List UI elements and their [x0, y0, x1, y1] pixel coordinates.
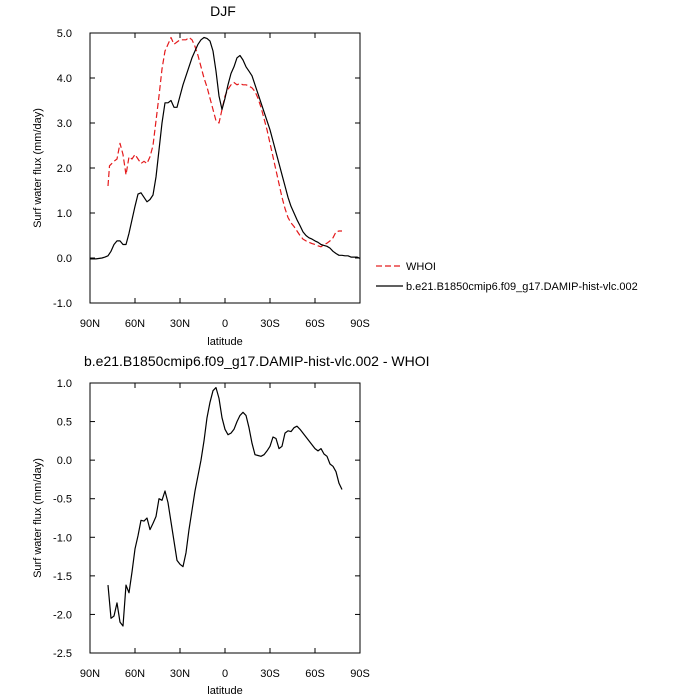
x-tick-label: 30S — [260, 318, 280, 330]
chart-panel-difference: b.e21.B1850cmip6.f09_g17.DAMIP-hist-vlc.… — [32, 353, 430, 697]
x-axis-label: latitude — [207, 685, 242, 697]
plot-frame — [89, 382, 361, 654]
y-tick-label: 5.0 — [57, 28, 72, 40]
series-layer — [107, 387, 343, 627]
y-tick-label: -0.5 — [53, 494, 72, 506]
legend: WHOI b.e21.B1850cmip6.f09_g17.DAMIP-hist… — [376, 261, 638, 293]
legend-label-model: b.e21.B1850cmip6.f09_g17.DAMIP-hist-vlc.… — [406, 281, 638, 293]
plot-frame — [89, 32, 361, 304]
y-tick-label: -1.5 — [53, 571, 72, 583]
y-tick-label: 2.0 — [57, 163, 72, 175]
x-tick-label: 0 — [222, 318, 228, 330]
x-tick-label: 60N — [125, 318, 145, 330]
y-axis: -1.0 0.0 1.0 2.0 3.0 4.0 5.0 — [53, 28, 360, 310]
y-tick-label: -2.5 — [53, 648, 72, 660]
x-tick-label: 0 — [222, 668, 228, 680]
series-line-1 — [107, 36, 342, 248]
y-axis: -2.5 -2.0 -1.5 -1.0 -0.5 0.0 0.5 1.0 — [53, 378, 360, 660]
y-axis-label: Surf water flux (mm/day) — [32, 108, 44, 228]
y-tick-label: 0.0 — [57, 253, 72, 265]
x-tick-label: 30S — [260, 668, 280, 680]
x-tick-label: 60S — [305, 318, 325, 330]
legend-label-whoi: WHOI — [406, 261, 436, 273]
series-line-2 — [90, 36, 361, 260]
y-tick-label: 1.0 — [57, 378, 72, 390]
x-tick-label: 90N — [80, 318, 100, 330]
y-axis-label: Surf water flux (mm/day) — [32, 458, 44, 578]
y-tick-label: -2.0 — [53, 609, 72, 621]
x-axis: 90N 60N 30N 0 30S 60S 90S — [80, 383, 370, 680]
series-line-1 — [107, 387, 343, 627]
x-tick-label: 30N — [170, 318, 190, 330]
y-tick-label: 4.0 — [57, 73, 72, 85]
series-layer — [90, 36, 361, 260]
x-axis-label: latitude — [207, 336, 242, 348]
x-tick-label: 90S — [350, 668, 370, 680]
y-tick-label: -1.0 — [53, 298, 72, 310]
y-tick-label: 0.0 — [57, 455, 72, 467]
x-tick-label: 60N — [125, 668, 145, 680]
x-tick-label: 60S — [305, 668, 325, 680]
chart-title: b.e21.B1850cmip6.f09_g17.DAMIP-hist-vlc.… — [84, 353, 430, 369]
x-tick-label: 90N — [80, 668, 100, 680]
chart-panel-djf: DJF -1.0 0.0 1.0 2.0 3.0 4.0 5.0 90N 60N 30N 0 30S… — [32, 3, 638, 348]
x-tick-label: 90S — [350, 318, 370, 330]
chart-title: DJF — [210, 3, 236, 19]
y-tick-label: 3.0 — [57, 118, 72, 130]
y-tick-label: 1.0 — [57, 208, 72, 220]
x-tick-label: 30N — [170, 668, 190, 680]
x-axis: 90N 60N 30N 0 30S 60S 90S — [80, 33, 370, 330]
y-tick-label: -1.0 — [53, 532, 72, 544]
y-tick-label: 0.5 — [57, 417, 72, 429]
